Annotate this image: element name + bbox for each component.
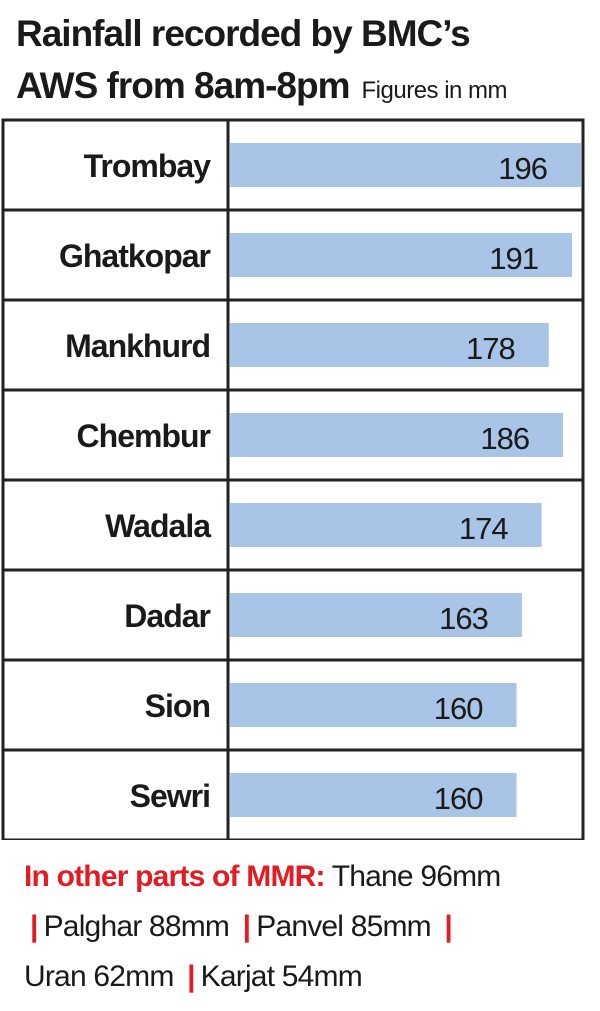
bar-trombay — [230, 143, 581, 187]
area-item-karjat: Karjat 54mm — [200, 960, 363, 993]
category-label-dadar: Dadar — [124, 598, 210, 634]
value-label-wadala: 174 — [459, 511, 508, 546]
chart-title: Rainfall recorded by BMC’s AWS from 8am-… — [16, 8, 592, 117]
value-label-mankhurd: 178 — [466, 331, 515, 366]
value-label-ghatkopar: 191 — [489, 241, 538, 276]
bar-sion — [230, 683, 517, 727]
category-label-mankhurd: Mankhurd — [65, 328, 210, 364]
area-item-uran: Uran 62mm — [24, 960, 174, 993]
category-label-trombay: Trombay — [84, 148, 212, 184]
value-label-sion: 160 — [434, 691, 483, 726]
bar-wadala — [230, 503, 542, 547]
bar-ghatkopar — [230, 233, 573, 277]
value-label-chembur: 186 — [480, 421, 529, 456]
area-item-palghar: Palghar 88mm — [43, 910, 230, 943]
value-label-trombay: 196 — [498, 151, 547, 186]
separator: | — [444, 910, 452, 943]
other-areas-heading: In other parts of MMR: — [24, 860, 326, 893]
category-label-sewri: Sewri — [130, 778, 210, 814]
category-label-ghatkopar: Ghatkopar — [59, 238, 211, 274]
bar-mankhurd — [230, 323, 549, 367]
category-label-sion: Sion — [145, 688, 210, 724]
other-areas-note: In other parts of MMR: Thane 96mm | Palgh… — [24, 852, 590, 1002]
title-line-1: Rainfall recorded by BMC’s — [16, 13, 471, 54]
chart-subtitle: Figures in mm — [361, 77, 508, 104]
bar-chart: Trombay 196 Ghatkopar 191 Mankhurd 178 Chembur… — [1, 118, 585, 840]
separator: | — [187, 960, 195, 993]
bar-chembur — [230, 413, 564, 457]
category-label-wadala: Wadala — [105, 508, 211, 544]
value-label-sewri: 160 — [434, 781, 483, 816]
category-label-chembur: Chembur — [77, 418, 211, 454]
area-item-thane: Thane 96mm — [331, 860, 502, 893]
separator: | — [30, 910, 38, 943]
bar-sewri — [230, 773, 517, 817]
title-line-2: AWS from 8am-8pm Figures in mm — [16, 60, 592, 117]
separator: | — [242, 910, 251, 943]
title-line-2-text: AWS from 8am-8pm — [16, 65, 351, 106]
value-label-dadar: 163 — [439, 601, 488, 636]
area-item-panvel: Panvel 85mm — [256, 910, 431, 943]
bar-dadar — [230, 593, 522, 637]
